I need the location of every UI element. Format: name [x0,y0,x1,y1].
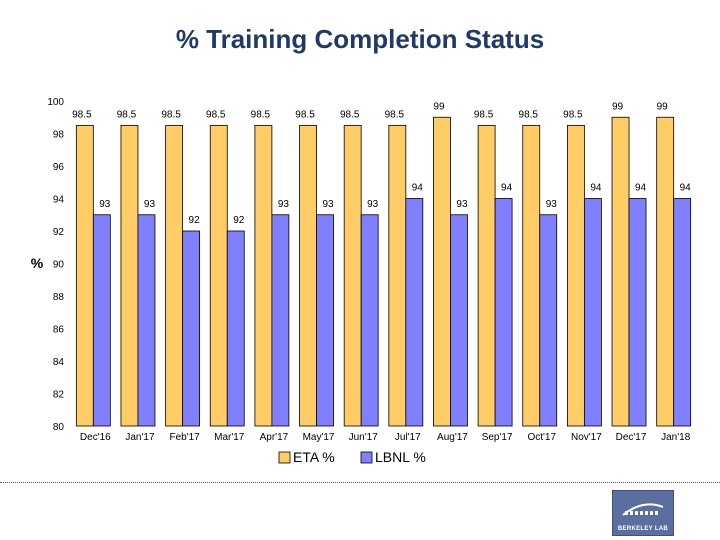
lbnl-data-label: 94 [412,183,424,194]
legend-label-eta: ETA % [293,449,335,465]
eta-data-label: 99 [612,101,624,112]
eta-data-label: 98.5 [519,109,539,120]
y-tick-label: 86 [53,325,65,336]
y-tick-label: 84 [53,357,65,368]
eta-data-label: 99 [657,101,669,112]
lbnl-bar [405,198,424,427]
lbnl-bar [673,198,692,427]
lbnl-data-label: 94 [635,183,647,194]
y-tick-label: 100 [47,97,64,108]
x-tick-label: Jul'17 [395,432,421,443]
eta-bar [209,124,228,427]
eta-data-label: 98.5 [206,109,226,120]
legend-swatch-lbnl [360,451,373,464]
lbnl-bar [316,214,334,427]
x-tick-label: Nov'17 [571,432,602,443]
lbnl-bar [137,214,156,427]
y-tick-label: 88 [53,292,65,303]
eta-data-label: 98.5 [385,109,405,120]
eta-data-label: 98.5 [161,109,181,120]
eta-bar [656,116,675,427]
eta-bar [522,124,541,427]
eta-bar [343,124,362,427]
footer-divider [0,482,720,483]
eta-data-label: 98.5 [340,109,360,120]
chart-title: % Training Completion Status [175,24,545,54]
y-tick-label: 82 [53,390,65,401]
eta-data-label: 98.5 [474,109,494,120]
eta-data-label: 99 [433,101,445,112]
eta-bar [388,124,407,427]
x-tick-label: Jan'18 [661,432,691,443]
eta-bar [254,124,273,427]
lbnl-bar [226,230,245,427]
berkeley-lab-logo: BERKELEY LAB [612,490,674,536]
eta-data-label: 98.5 [251,109,271,120]
lbnl-bar [360,214,379,427]
x-tick-label: Sep'17 [482,432,513,443]
lbnl-data-label: 92 [233,215,245,226]
lbnl-data-label: 93 [322,199,334,210]
lbnl-data-label: 92 [189,215,201,226]
lbnl-bar [92,214,111,427]
lbnl-data-label: 93 [367,199,379,210]
y-tick-label: 92 [53,227,65,238]
legend-swatch-eta [278,451,291,464]
eta-bar [477,124,496,427]
eta-bar [120,124,139,427]
lbnl-bar [628,198,647,427]
legend-label-lbnl: LBNL % [375,449,426,465]
lbnl-data-label: 93 [278,199,290,210]
lbnl-data-label: 94 [680,183,692,194]
y-tick-label: 96 [53,162,65,173]
lbnl-bar [539,214,558,427]
lab-building-icon [622,503,664,516]
x-tick-label: Dec'17 [616,432,647,443]
eta-data-label: 98.5 [117,109,137,120]
lbnl-bar [182,230,201,427]
lbnl-data-label: 93 [99,199,111,210]
x-tick-label: Mar'17 [214,432,245,443]
lbnl-data-label: 94 [590,183,602,194]
x-tick-label: Jun'17 [349,432,379,443]
eta-data-label: 98.5 [295,109,315,120]
eta-data-label: 98.5 [563,109,583,120]
eta-bar [165,124,184,427]
eta-bar [566,124,585,427]
eta-bar [433,116,451,427]
eta-data-label: 98.5 [72,109,92,120]
x-tick-label: Oct'17 [527,432,556,443]
lbnl-data-label: 93 [144,199,156,210]
x-tick-label: Aug'17 [437,432,468,443]
logo-text: BERKELEY LAB [617,526,669,532]
lbnl-bar [583,198,602,427]
lbnl-data-label: 94 [501,183,513,194]
lbnl-bar [494,198,513,427]
x-tick-label: Apr'17 [260,432,289,443]
x-tick-label: Dec'16 [80,432,111,443]
y-tick-label: 94 [53,195,65,206]
x-tick-label: Jan'17 [125,432,155,443]
y-tick-label: 90 [53,260,65,271]
lbnl-data-label: 93 [456,199,468,210]
x-tick-label: May'17 [303,432,335,443]
eta-bar [611,116,630,427]
lbnl-data-label: 93 [546,199,558,210]
y-tick-label: 98 [53,130,65,141]
y-axis-label: % [31,255,44,271]
lbnl-bar [271,214,290,427]
eta-bar [299,124,317,427]
eta-bar [75,124,94,427]
y-tick-label: 80 [53,422,65,433]
x-tick-label: Feb'17 [169,432,200,443]
lbnl-bar [450,214,468,427]
